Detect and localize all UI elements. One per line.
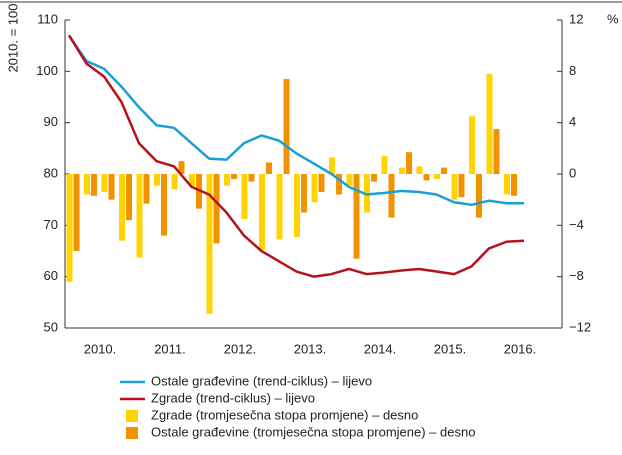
bar [206,174,213,314]
bar [406,152,412,174]
y2-tick-label: −8 [569,268,584,283]
bar [469,116,475,174]
bar [381,156,388,174]
bar [416,166,423,174]
bar [178,161,185,174]
legend-swatch [126,427,138,439]
x-tick-label: 2013. [294,341,327,356]
y2-tick-label: 4 [569,114,576,129]
y-tick-label: 50 [44,319,58,334]
bar [73,174,80,251]
legend-label: Ostale građevine (tromjesečna stopa prom… [151,424,475,439]
bar [119,174,125,241]
bar [283,79,290,174]
bar [388,174,395,218]
bar [399,167,405,174]
bar [318,174,325,192]
y2-tick-label: 8 [569,63,576,78]
bar [231,174,237,180]
bar [126,174,132,221]
y2-tick-label: 0 [569,165,576,180]
bar [84,174,90,195]
y-axis-label: 2010. = 100 [5,3,20,72]
bar [486,73,493,174]
bar [136,174,143,258]
x-tick-label: 2016. [504,341,537,356]
bar [511,174,517,196]
bar [108,174,115,200]
bar [423,174,430,181]
bar [276,174,283,240]
bar [91,174,97,196]
y-tick-label: 60 [44,268,58,283]
bar [189,174,195,187]
bar [154,174,160,186]
bar [441,167,447,174]
bar [248,174,255,182]
bar [259,174,265,250]
legend-label: Ostale građevine (trend-ciklus) – lijevo [151,373,372,388]
bar [213,174,220,244]
bar [101,174,108,192]
x-tick-label: 2015. [434,341,467,356]
x-tick-label: 2014. [364,341,397,356]
x-tick-label: 2012. [224,341,257,356]
y-tick-label: 70 [44,217,58,232]
y-tick-label: 90 [44,114,58,129]
bar [346,174,353,186]
legend-swatch [126,410,138,422]
bar [458,174,465,198]
y-tick-label: 100 [36,63,58,78]
line [67,34,525,278]
x-tick-label: 2011. [154,341,186,356]
x-tick-label: 2010. [84,341,117,356]
bar [353,174,360,259]
y-tick-label: 110 [37,11,58,26]
y2-tick-label: 12 [569,11,583,26]
y-tick-label: 80 [44,165,58,180]
bar [371,174,377,182]
bar [266,162,272,174]
bar [504,174,510,195]
bar [476,174,482,218]
bar [434,174,440,180]
bar [66,174,73,282]
bar [336,174,342,195]
bar [143,174,150,204]
bar [171,174,178,190]
bar [294,174,300,237]
bar [311,174,318,203]
line [67,34,524,207]
bar [493,129,500,174]
bar [301,174,307,213]
bar [161,174,167,236]
y2-tick-label: −4 [569,217,584,232]
legend-label: Zgrade (trend-ciklus) – lijevo [151,390,315,405]
bar [451,174,458,200]
legend-label: Zgrade (tromjesečna stopa promjene) – de… [151,407,418,422]
y2-axis-label: % [607,11,619,26]
bar [224,174,230,186]
bar [329,157,335,174]
y2-tick-label: −12 [569,319,591,334]
bar [241,174,248,219]
